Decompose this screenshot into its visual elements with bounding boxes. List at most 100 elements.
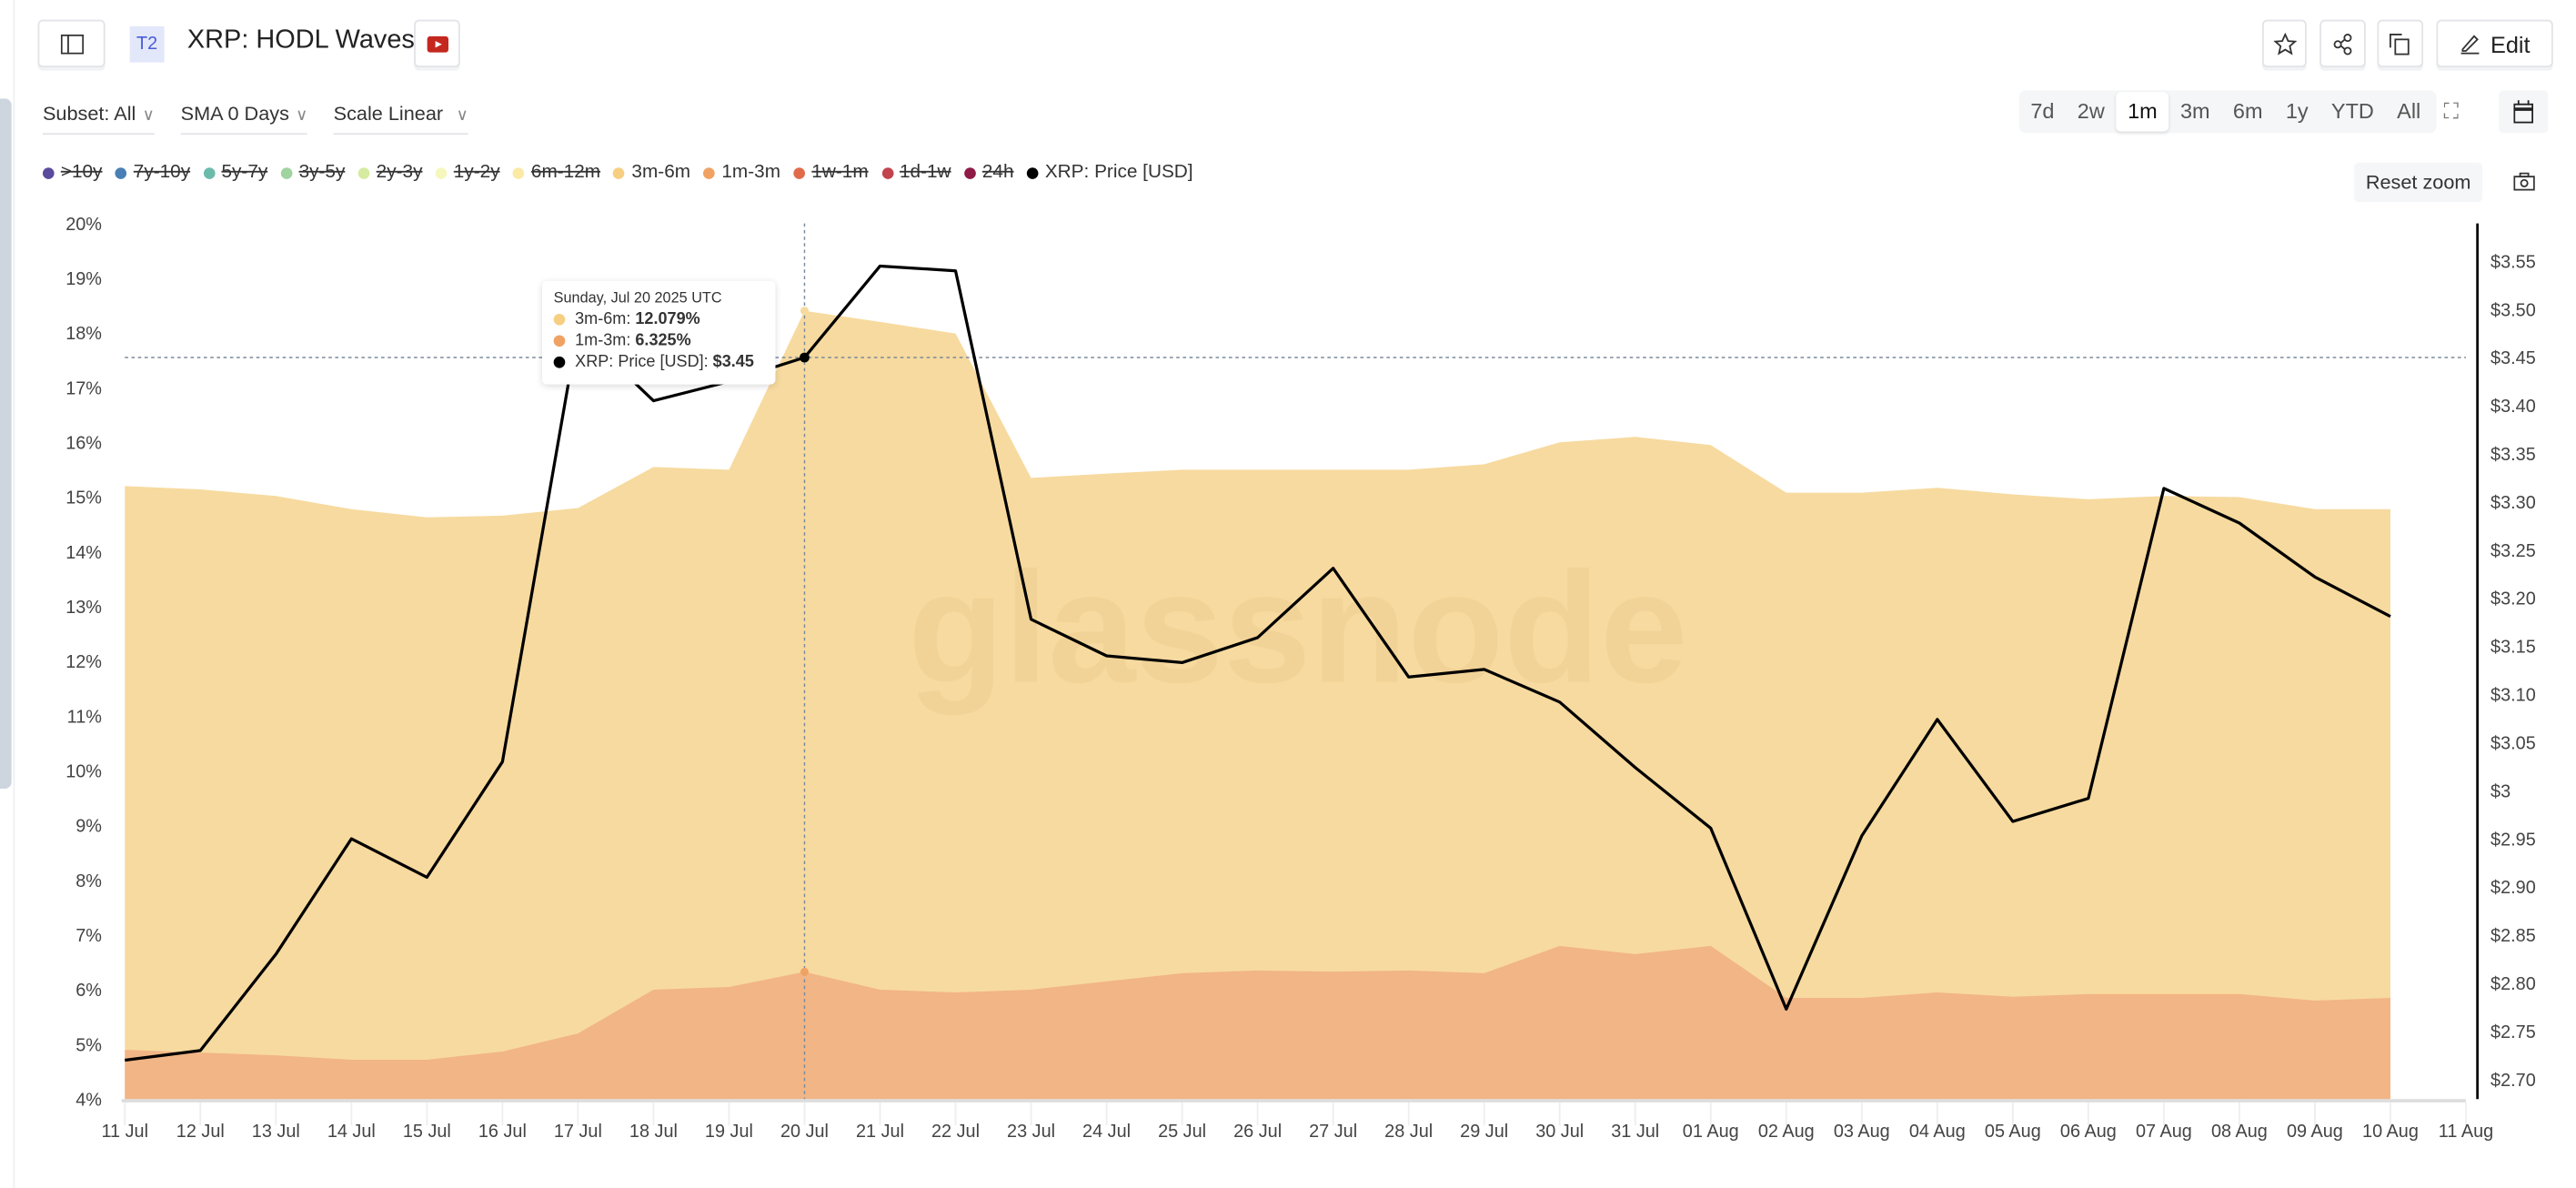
divider: [13, 0, 15, 1188]
x-tick: 22 Jul: [931, 1122, 980, 1142]
y-right-tick: $3.20: [2490, 589, 2536, 609]
video-button[interactable]: [414, 19, 460, 68]
scale-label: Scale Linear: [333, 101, 444, 126]
share-button[interactable]: [2319, 19, 2366, 68]
x-tick: 15 Jul: [403, 1122, 451, 1142]
tooltip-label: 1m-3m:: [575, 331, 636, 350]
legend-dot-icon: [963, 166, 976, 178]
legend-item[interactable]: 1m-3m: [703, 163, 780, 182]
x-tick: 20 Jul: [780, 1122, 829, 1142]
legend-item[interactable]: 3y-5y: [280, 163, 345, 182]
x-tick: 07 Aug: [2136, 1122, 2192, 1142]
legend-label: 6m-12m: [530, 162, 601, 183]
y-right-tick: $3.35: [2490, 445, 2536, 465]
legend-dot-icon: [703, 166, 716, 178]
tooltip-value: $3.45: [712, 353, 754, 372]
y-right-tick: $3.30: [2490, 493, 2536, 513]
series-dot-icon: [553, 335, 566, 347]
y-left-tick: 18%: [65, 324, 102, 344]
x-tick: 08 Aug: [2211, 1122, 2268, 1142]
y-right-tick: $3.55: [2490, 252, 2536, 272]
date-picker-button[interactable]: [2499, 90, 2549, 134]
duplicate-button[interactable]: [2377, 19, 2424, 68]
y-left-tick: 14%: [65, 543, 102, 563]
legend-label: XRP: Price [USD]: [1044, 162, 1193, 183]
scale-dropdown[interactable]: Scale Linear ∨: [333, 101, 468, 136]
youtube-icon: [426, 35, 448, 52]
edit-button[interactable]: Edit: [2436, 19, 2553, 68]
range-1y[interactable]: 1y: [2285, 98, 2309, 124]
series-dot-icon: [553, 313, 566, 326]
tooltip-row: 1m-3m: 6.325%: [553, 330, 764, 351]
series-dot-icon: [553, 356, 566, 368]
x-tick: 11 Aug: [2439, 1122, 2493, 1142]
legend-item[interactable]: 1w-1m: [793, 163, 869, 182]
tooltip-row: 3m-6m: 12.079%: [553, 309, 764, 330]
edit-label: Edit: [2490, 30, 2531, 57]
legend-dot-icon: [435, 166, 448, 178]
sma-label: SMA 0 Days: [180, 101, 289, 126]
x-tick: 03 Aug: [1834, 1122, 1890, 1142]
x-tick: 13 Jul: [252, 1122, 300, 1142]
legend-item[interactable]: 1d-1w: [881, 162, 951, 183]
x-tick: 21 Jul: [856, 1122, 904, 1142]
area-3m-6m: [125, 310, 2390, 1100]
screenshot-button[interactable]: [2507, 164, 2541, 197]
y-right-tick: $3.15: [2490, 638, 2536, 658]
legend-item[interactable]: 7y-10y: [115, 163, 190, 182]
y-left-tick: 17%: [65, 378, 102, 398]
range-all[interactable]: All: [2397, 98, 2421, 124]
y-left-tick: 6%: [75, 981, 102, 1001]
watermark: glassnode: [908, 539, 1687, 716]
x-tick: 11 Jul: [101, 1122, 148, 1142]
legend-item[interactable]: XRP: Price [USD]: [1026, 162, 1193, 183]
y-right-tick: $2.95: [2490, 830, 2536, 850]
y-right-tick: $3.40: [2490, 397, 2536, 417]
y-right-tick: $2.70: [2490, 1071, 2536, 1091]
y-left-tick: 10%: [65, 762, 102, 782]
legend-dot-icon: [42, 166, 55, 178]
scrollbar[interactable]: [0, 98, 12, 789]
y-left-tick: 12%: [65, 652, 102, 672]
favorite-button[interactable]: [2262, 19, 2307, 68]
legend-dot-icon: [280, 166, 293, 178]
pencil-icon: [2460, 35, 2480, 55]
tooltip-value: 6.325%: [635, 331, 691, 350]
range-7d[interactable]: 7d: [2030, 98, 2055, 124]
legend-item[interactable]: >10y: [42, 163, 102, 182]
range-1m[interactable]: 1m: [2116, 92, 2169, 132]
y-right-tick: $2.75: [2490, 1022, 2536, 1042]
x-tick: 28 Jul: [1384, 1122, 1433, 1142]
page-title: XRP: HODL Waves: [186, 25, 415, 55]
range-3m[interactable]: 3m: [2180, 98, 2210, 124]
sma-dropdown[interactable]: SMA 0 Days ∨: [180, 101, 308, 136]
y-right-tick: $2.90: [2490, 878, 2536, 898]
subset-dropdown[interactable]: Subset: All ∨: [42, 102, 155, 136]
range-ytd[interactable]: YTD: [2330, 98, 2374, 124]
star-icon: [2272, 32, 2297, 55]
tier-badge: T2: [129, 25, 165, 63]
range-2w[interactable]: 2w: [2077, 98, 2105, 124]
camera-icon: [2512, 171, 2534, 190]
zoom-select-icon[interactable]: ⛶: [2443, 98, 2459, 124]
y-left-tick: 16%: [65, 434, 102, 454]
legend-label: 1d-1w: [899, 162, 951, 183]
legend-item[interactable]: 3m-6m: [613, 163, 690, 182]
reset-zoom-button[interactable]: Reset zoom: [2354, 162, 2483, 203]
x-tick: 02 Aug: [1758, 1122, 1815, 1142]
legend-item[interactable]: 6m-12m: [513, 162, 601, 183]
price-line: [125, 264, 2391, 1062]
legend-label: 5y-7y: [221, 162, 268, 183]
legend-item[interactable]: 1y-2y: [435, 163, 500, 182]
y-left-tick: 5%: [75, 1035, 102, 1055]
legend-item[interactable]: 24h: [963, 163, 1014, 182]
legend-dot-icon: [1026, 166, 1039, 178]
legend-item[interactable]: 2y-3y: [357, 163, 422, 182]
tooltip-value: 12.079%: [635, 310, 700, 329]
legend-item[interactable]: 5y-7y: [203, 162, 268, 183]
sidebar-toggle-button[interactable]: [37, 19, 106, 68]
x-tick: 25 Jul: [1158, 1122, 1206, 1142]
range-6m[interactable]: 6m: [2232, 98, 2263, 124]
